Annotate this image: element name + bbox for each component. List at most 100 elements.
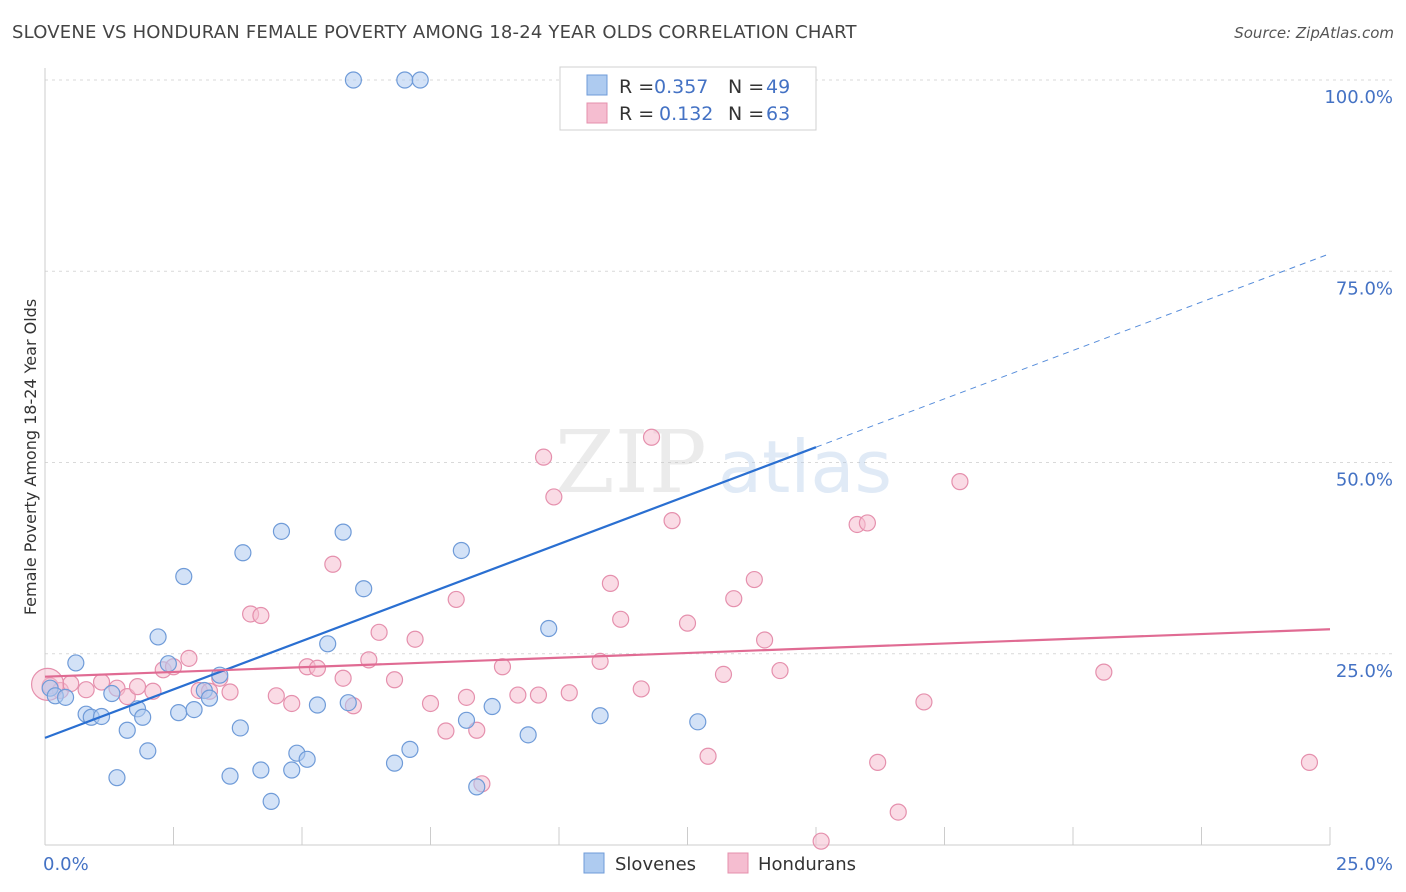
slovenes-point: [149, 628, 167, 646]
slovenes-point: [103, 684, 121, 703]
hondurans-point: [334, 669, 352, 687]
hondurans-point: [699, 747, 717, 765]
slovenes-point: [298, 750, 316, 768]
hondurans-point: [77, 681, 95, 699]
stats-r-value-1: 0.357: [654, 76, 708, 98]
slovenes-swatch: [586, 74, 608, 96]
hondurans-point: [406, 630, 424, 648]
watermark-zip: ZIP: [555, 413, 707, 513]
watermark-atlas: atlas: [718, 425, 892, 509]
tick-labels: 25.0% 50.0% 75.0% 100.0% 0.0% 25.0%: [43, 87, 1393, 875]
slovenes-point: [308, 696, 327, 714]
source-label: Source: ZipAtlas.com: [1234, 24, 1394, 42]
slovenes-point: [170, 704, 188, 722]
slovenes-point: [396, 71, 414, 89]
slovenes-point: [540, 619, 558, 638]
slovenes-point: [689, 713, 707, 731]
slovenes-point: [319, 635, 337, 653]
slovenes-point: [591, 707, 609, 725]
y-tick-label: 50.0%: [1336, 470, 1393, 491]
hondurans-point: [267, 687, 285, 705]
slovenes-point: [134, 708, 152, 726]
hondurans-point: [421, 694, 440, 713]
hondurans-point: [457, 688, 476, 706]
hondurans-point: [745, 570, 763, 589]
hondurans-point: [308, 659, 327, 677]
y-tick-label: 25.0%: [1336, 661, 1393, 682]
hondurans-point: [529, 686, 548, 704]
slovenes-point: [262, 792, 280, 810]
slovenes-point: [185, 700, 203, 719]
y-tick-label: 100.0%: [1324, 87, 1393, 108]
hondurans-point: [663, 512, 681, 530]
hondurans-point: [180, 649, 198, 667]
slovenes-points: [41, 71, 805, 810]
slovenes-point: [401, 740, 419, 758]
hondurans-trend-line: [44, 628, 1331, 678]
slovenes-point: [139, 742, 157, 760]
trend-lines: [44, 253, 1331, 739]
hondurans-point: [221, 683, 239, 701]
slovenes-point: [457, 711, 476, 729]
slovenes-point: [334, 523, 352, 541]
slovenes-point: [483, 697, 501, 716]
y-tick-label: 75.0%: [1336, 278, 1393, 299]
stats-r-label-2: R =: [619, 103, 654, 125]
hondurans-point: [755, 631, 774, 649]
slovenes-point: [355, 580, 373, 598]
x-tick-label: 0.0%: [43, 854, 89, 875]
slovenes-point: [339, 694, 357, 712]
hondurans-point: [509, 686, 527, 704]
legend-slovenes-swatch: [583, 852, 605, 874]
hondurans-point: [447, 590, 465, 609]
y-axis-label: Female Poverty Among 18-24 Year Olds: [21, 299, 40, 615]
hondurans-point: [632, 680, 650, 698]
slovenes-point: [385, 754, 404, 772]
series-legend: Slovenes Hondurans: [583, 852, 856, 875]
slovenes-point: [175, 567, 193, 586]
stats-r-value-2: 0.132: [659, 103, 713, 125]
hondurans-point: [858, 514, 877, 532]
hondurans-point: [468, 721, 486, 739]
hondurans-point: [560, 684, 578, 702]
hondurans-point: [370, 623, 388, 641]
slovenes-trend-line: [44, 446, 817, 739]
watermark: ZIP atlas: [555, 413, 892, 513]
slovenes-trend-extension: [815, 253, 1331, 448]
hondurans-point: [951, 473, 969, 491]
stats-n-label-1: N =: [728, 76, 764, 98]
hondurans-point: [612, 610, 630, 628]
hondurans-point: [493, 658, 512, 676]
slovenes-point: [452, 541, 470, 560]
stats-n-value-1: 49: [766, 76, 790, 98]
slovenes-point: [200, 689, 219, 707]
hondurans-point: [812, 832, 830, 850]
slovenes-point: [159, 655, 177, 673]
hondurans-point: [601, 574, 620, 592]
hondurans-point: [1095, 663, 1113, 681]
hondurans-point: [869, 753, 887, 771]
slovenes-point: [519, 726, 537, 744]
hondurans-swatch: [586, 102, 608, 124]
slovenes-point: [272, 522, 291, 540]
hondurans-point: [915, 693, 933, 711]
legend-slovenes-label: Slovenes: [615, 854, 696, 875]
slovenes-point: [118, 721, 136, 739]
hondurans-point: [545, 488, 563, 506]
stats-n-value-2: 63: [766, 103, 790, 125]
slovenes-point: [234, 544, 252, 562]
stats-legend: R = 0.357 N = 49 R = 0.132 N = 63: [559, 66, 817, 131]
slovenes-point: [67, 654, 85, 672]
slovenes-point: [108, 769, 126, 787]
slovenes-point: [411, 71, 429, 89]
hondurans-point: [437, 722, 455, 740]
stats-n-label-2: N =: [728, 103, 764, 125]
axes: [44, 68, 1331, 846]
hondurans-point: [324, 555, 342, 573]
legend-hondurans-swatch: [727, 852, 749, 874]
slovenes-point: [56, 688, 75, 706]
hondurans-point: [252, 606, 270, 625]
slovenes-point: [252, 761, 270, 779]
slovenes-point: [221, 767, 239, 785]
